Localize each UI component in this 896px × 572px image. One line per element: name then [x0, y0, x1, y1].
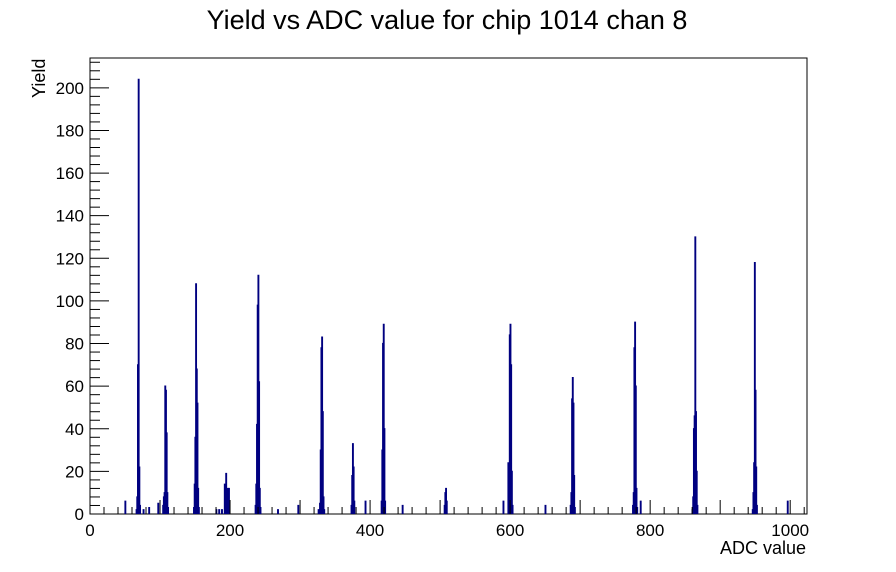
histogram-bin: [197, 507, 200, 514]
histogram-bin: [221, 509, 223, 514]
x-tick-label: 200: [216, 521, 244, 540]
histogram-bin: [218, 509, 221, 514]
y-tick-label: 200: [56, 79, 84, 98]
histogram-bin: [138, 466, 141, 514]
y-tick-label: 80: [65, 335, 84, 354]
chart-title: Yield vs ADC value for chip 1014 chan 8: [207, 5, 688, 35]
histogram-bin: [352, 466, 355, 514]
histogram-bin: [197, 487, 200, 514]
y-tick-label: 40: [65, 420, 84, 439]
y-tick-label: 180: [56, 121, 84, 140]
x-tick-label: 800: [636, 521, 664, 540]
x-tick-label: 400: [356, 521, 384, 540]
histogram-bin: [259, 507, 262, 514]
y-tick-label: 20: [65, 462, 84, 481]
histogram-bin: [137, 78, 140, 514]
histogram-bin: [510, 364, 513, 514]
histogram-bin: [317, 509, 320, 514]
histogram-bin: [297, 504, 300, 514]
x-axis-ticks: 0 200 400 600 800 1000: [85, 500, 809, 540]
y-axis-ticks: 0 20 40 60 80 100 120 140 160 180 200: [56, 61, 109, 524]
histogram-bin: [573, 507, 576, 514]
histogram-bin: [383, 428, 386, 514]
histogram-bin: [157, 502, 160, 514]
histogram-bin: [258, 487, 261, 514]
y-tick-label: 100: [56, 292, 84, 311]
histogram-bin: [502, 500, 505, 514]
histogram-bin: [321, 411, 324, 514]
histogram-bin: [277, 509, 279, 514]
histogram-bin: [695, 411, 697, 514]
histogram-bin: [226, 487, 229, 514]
histogram-bin: [634, 385, 637, 514]
histogram-bin: [323, 509, 326, 514]
plot-area: 0 200 400 600 800 1000 0 20 40 60 80 100 120 140 160 1…: [56, 57, 809, 540]
histogram-bin: [445, 500, 448, 514]
y-tick-label: 0: [75, 505, 84, 524]
x-tick-label: 1000: [771, 521, 809, 540]
histogram-bin: [510, 470, 513, 514]
histogram-bin: [755, 504, 758, 514]
y-tick-label: 160: [56, 164, 84, 183]
y-tick-label: 140: [56, 207, 84, 226]
histogram-bin: [124, 500, 127, 514]
histogram-bin: [573, 475, 576, 514]
histogram-bin: [225, 472, 228, 514]
histogram-bin: [755, 466, 758, 514]
x-tick-label: 0: [85, 521, 94, 540]
histogram-bin: [507, 462, 510, 514]
histogram-bin: [196, 402, 199, 514]
histogram-bin: [635, 487, 638, 514]
histogram-bin: [258, 381, 261, 514]
x-axis-label: ADC value: [720, 538, 806, 558]
histogram-bin: [636, 507, 639, 514]
histogram-bin: [166, 492, 169, 514]
histogram-bin: [148, 507, 151, 514]
histogram-bin: [754, 389, 757, 514]
histogram-bin: [228, 487, 230, 514]
histogram-bin: [165, 432, 168, 514]
y-tick-label: 60: [65, 377, 84, 396]
histogram-bin: [353, 500, 356, 514]
histogram-bin: [382, 323, 385, 514]
histogram-bin: [401, 504, 404, 514]
y-tick-label: 120: [56, 249, 84, 268]
plot-frame: [89, 57, 808, 515]
histogram-bin: [364, 500, 367, 514]
histogram-bin: [639, 500, 642, 514]
x-tick-label: 600: [496, 521, 524, 540]
histogram-bin: [139, 504, 142, 514]
histogram-bars: [124, 78, 789, 514]
histogram-bin: [786, 500, 789, 514]
histogram-bin: [572, 402, 575, 514]
histogram-bin: [167, 507, 170, 514]
histogram-bin: [322, 496, 325, 514]
histogram-bin: [696, 504, 699, 514]
histogram-bin: [694, 236, 697, 514]
histogram-bin: [384, 500, 387, 514]
histogram-bin: [544, 504, 547, 514]
histogram-bin: [511, 504, 514, 514]
histogram-bin: [753, 261, 756, 514]
y-axis-label: Yield: [29, 59, 49, 98]
histogram-bin: [142, 509, 145, 514]
histogram-bin: [695, 470, 698, 514]
histogram-bin: [223, 483, 226, 514]
